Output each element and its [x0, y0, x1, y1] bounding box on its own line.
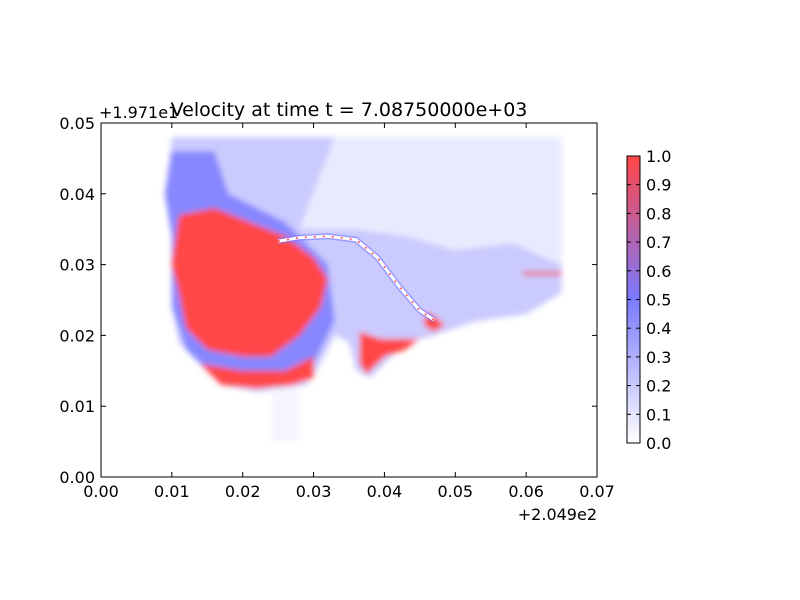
colorbar-tick-label: 0.5	[646, 291, 671, 310]
colorbar-tick-label: 0.0	[646, 434, 671, 453]
x-axis: 0.00 0.01 0.02 0.03 0.04 0.05 0.06 0.07	[83, 123, 615, 501]
chart-title: Velocity at time t = 7.08750000e+03	[171, 99, 528, 121]
colorbar-tick-label: 0.4	[646, 319, 671, 338]
velocity-field	[164, 137, 562, 442]
field-region-plume	[271, 388, 300, 442]
velocity-field-features	[277, 233, 436, 323]
y-tick-label: 0.02	[59, 326, 95, 345]
x-tick-label: 0.05	[437, 482, 473, 501]
colorbar-tick-label: 0.3	[646, 348, 671, 367]
levee-curve	[277, 234, 435, 322]
x-tick-label: 0.03	[296, 482, 332, 501]
y-axis: 0.00 0.01 0.02 0.03 0.04 0.05	[59, 114, 597, 487]
colorbar-tick-label: 0.8	[646, 204, 671, 223]
y-offset-text: +1.971e1	[99, 103, 178, 122]
y-tick-label: 0.04	[59, 185, 95, 204]
y-tick-label: 0.03	[59, 256, 95, 275]
x-tick-label: 0.07	[579, 482, 615, 501]
colorbar-tick-label: 0.9	[646, 176, 671, 195]
x-tick-label: 0.00	[83, 482, 119, 501]
colorbar-tick-label: 0.7	[646, 233, 671, 252]
colorbar-tick-label: 0.6	[646, 262, 671, 281]
y-tick-label: 0.01	[59, 397, 95, 416]
plot-frame	[100, 122, 598, 478]
x-tick-label: 0.02	[225, 482, 261, 501]
y-tick-label: 0.05	[59, 114, 95, 133]
colorbar-tick-label: 1.0	[646, 147, 671, 166]
colorbar: 0.0 0.1 0.2 0.3 0.4 0.5 0.6 0.7 0.8 0.9 1.0	[626, 147, 671, 453]
field-region-upper-right-pale	[299, 137, 562, 265]
plot-area	[101, 123, 597, 477]
x-tick-label: 0.06	[508, 482, 544, 501]
x-offset-text: +2.049e2	[518, 505, 597, 524]
x-tick-label: 0.01	[154, 482, 190, 501]
x-tick-label: 0.04	[367, 482, 403, 501]
field-region-southern-red-band	[200, 356, 314, 389]
colorbar-tick-label: 0.2	[646, 377, 671, 396]
colorbar-tick-label: 0.1	[646, 405, 671, 424]
colorbar-ticks: 0.0 0.1 0.2 0.3 0.4 0.5 0.6 0.7 0.8 0.9 1.0	[627, 147, 671, 453]
field-region-right-edge-red	[522, 271, 562, 276]
field-region-main-high-velocity-zone	[171, 208, 328, 357]
field-region-channel-lobe-red	[359, 331, 427, 375]
y-tick-label: 0.00	[59, 468, 95, 487]
